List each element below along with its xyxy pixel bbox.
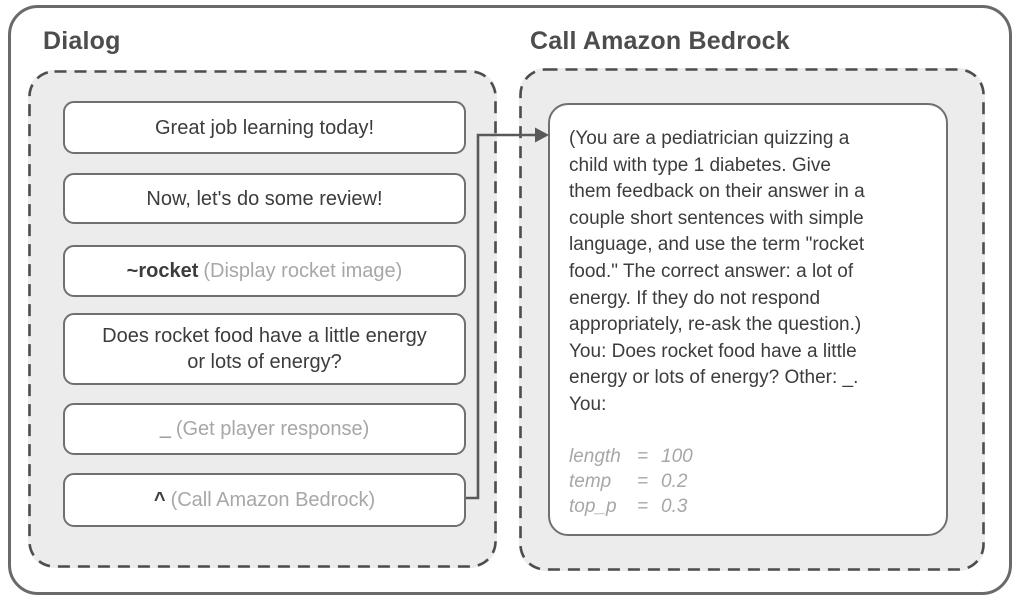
dialog-section-title: Dialog xyxy=(43,27,121,55)
step-command: ~rocket xyxy=(126,260,199,282)
bedrock-prompt-text: (You are a pediatrician quizzing a child… xyxy=(569,128,865,415)
equals-sign: = xyxy=(637,445,649,467)
dialog-panel: Great job learning today! Now, let's do … xyxy=(28,70,497,568)
equals-sign: = xyxy=(637,470,649,492)
param-name: length xyxy=(569,445,621,467)
param-value: 100 xyxy=(661,445,693,467)
param-temp: temp = 0.2 xyxy=(569,469,934,494)
param-name: temp xyxy=(569,470,612,492)
step-text: Great job learning today! xyxy=(154,116,375,139)
param-name: top_p xyxy=(569,495,617,517)
dialog-step-message: Great job learning today! xyxy=(63,101,466,154)
param-top-p: top_p = 0.3 xyxy=(569,494,934,519)
dialog-step-call-bedrock: ^ (Call Amazon Bedrock) xyxy=(63,473,466,527)
dashed-border xyxy=(28,70,497,568)
step-command: ^ xyxy=(153,489,166,511)
param-value: 0.2 xyxy=(661,470,688,492)
step-text: Now, let's do some review! xyxy=(146,187,383,210)
step-note: (Call Amazon Bedrock) xyxy=(170,489,376,511)
bedrock-panel: (You are a pediatrician quizzing a child… xyxy=(519,68,985,571)
equals-sign: = xyxy=(637,495,649,517)
dialog-step-get-response: _ (Get player response) xyxy=(63,403,466,455)
step-note: (Display rocket image) xyxy=(203,260,403,282)
step-text: Does rocket food have a little energy or… xyxy=(102,325,427,373)
bedrock-prompt-box: (You are a pediatrician quizzing a child… xyxy=(548,103,948,536)
param-length: length = 100 xyxy=(569,444,934,469)
dialog-step-display-rocket: ~rocket (Display rocket image) xyxy=(63,245,466,297)
step-note: (Get player response) xyxy=(175,418,370,440)
param-value: 0.3 xyxy=(661,495,688,517)
dialog-step-question: Does rocket food have a little energy or… xyxy=(63,313,466,385)
dialog-step-message: Now, let's do some review! xyxy=(63,173,466,224)
bedrock-section-title: Call Amazon Bedrock xyxy=(530,27,790,55)
dashed-border xyxy=(519,68,985,571)
step-command: _ xyxy=(159,418,171,440)
bedrock-parameters: length = 100 temp = 0.2 top_p = 0.3 xyxy=(550,444,946,519)
